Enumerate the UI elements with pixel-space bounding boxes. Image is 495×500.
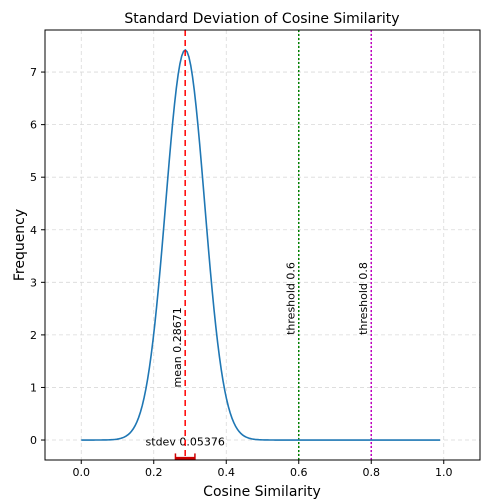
- x-tick-label: 0.8: [363, 466, 381, 479]
- y-tick-label: 1: [30, 381, 37, 394]
- grid: [45, 30, 480, 460]
- y-tick-label: 6: [30, 119, 37, 132]
- threshold-label: threshold 0.8: [357, 262, 370, 335]
- x-tick-label: 1.0: [435, 466, 453, 479]
- series-line: [81, 48, 441, 441]
- plot-frame: [44, 29, 481, 461]
- y-axis-title: Frequency: [12, 209, 28, 281]
- y-tick-label: 2: [30, 329, 37, 342]
- threshold-label: threshold 0.6: [285, 262, 298, 335]
- x-tick-label: 0.2: [145, 466, 163, 479]
- chart-title: Standard Deviation of Cosine Similarity: [124, 11, 399, 27]
- y-tick-label: 3: [30, 276, 37, 289]
- x-tick-label: 0.4: [218, 466, 236, 479]
- y-tick-label: 4: [30, 224, 37, 237]
- x-tick-label: 0.6: [290, 466, 308, 479]
- x-axis-title: Cosine Similarity: [203, 484, 321, 500]
- y-tick-label: 5: [30, 171, 37, 184]
- mean-label: mean 0.28671: [171, 307, 184, 387]
- series: mean 0.28671: [81, 30, 441, 460]
- x-axis: 0.0 0.2 0.4 0.6 0.8 1.0: [73, 460, 453, 479]
- y-axis: 0 1 2 3 4 5 6 7: [30, 66, 45, 447]
- y-tick-label: 0: [30, 434, 37, 447]
- x-tick-label: 0.0: [73, 466, 91, 479]
- y-tick-label: 7: [30, 66, 37, 79]
